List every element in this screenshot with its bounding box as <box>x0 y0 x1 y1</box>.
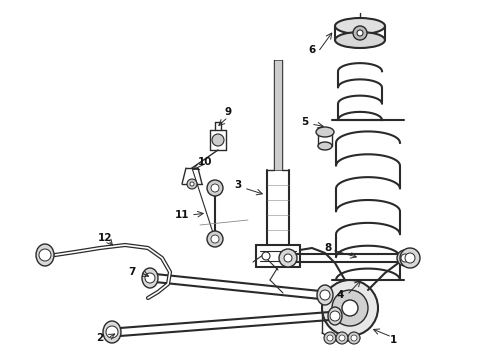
Ellipse shape <box>316 127 334 137</box>
Circle shape <box>397 250 413 266</box>
Circle shape <box>348 332 360 344</box>
Circle shape <box>106 326 118 338</box>
Circle shape <box>332 290 368 326</box>
Text: 4: 4 <box>336 290 343 300</box>
Circle shape <box>284 254 292 262</box>
Circle shape <box>145 273 155 283</box>
Ellipse shape <box>317 285 333 305</box>
Text: 8: 8 <box>324 243 332 253</box>
Circle shape <box>400 248 420 268</box>
Text: 2: 2 <box>97 333 103 343</box>
Text: 6: 6 <box>308 45 316 55</box>
Ellipse shape <box>335 18 385 34</box>
Circle shape <box>286 252 294 260</box>
Circle shape <box>212 134 224 146</box>
Circle shape <box>353 26 367 40</box>
Polygon shape <box>274 60 282 170</box>
Circle shape <box>190 182 194 186</box>
Ellipse shape <box>103 321 121 343</box>
Circle shape <box>357 30 363 36</box>
Text: 9: 9 <box>224 107 232 117</box>
Ellipse shape <box>142 268 158 288</box>
Circle shape <box>401 254 409 262</box>
Ellipse shape <box>335 32 385 48</box>
Circle shape <box>322 280 378 336</box>
Circle shape <box>351 335 357 341</box>
Circle shape <box>211 235 219 243</box>
Circle shape <box>327 335 333 341</box>
Circle shape <box>320 290 330 300</box>
Text: 7: 7 <box>128 267 136 277</box>
Text: 3: 3 <box>234 180 242 190</box>
Circle shape <box>279 249 297 267</box>
Circle shape <box>330 311 340 321</box>
Circle shape <box>405 253 415 263</box>
Circle shape <box>211 184 219 192</box>
Text: 10: 10 <box>198 157 212 167</box>
Circle shape <box>187 179 197 189</box>
Text: 1: 1 <box>390 335 396 345</box>
Circle shape <box>324 332 336 344</box>
Ellipse shape <box>328 307 342 325</box>
Circle shape <box>336 332 348 344</box>
Circle shape <box>207 180 223 196</box>
Circle shape <box>342 300 358 316</box>
Circle shape <box>262 252 270 260</box>
Text: 12: 12 <box>98 233 112 243</box>
Text: 11: 11 <box>175 210 189 220</box>
Ellipse shape <box>318 142 332 150</box>
Circle shape <box>339 335 345 341</box>
Text: 5: 5 <box>301 117 309 127</box>
Circle shape <box>207 231 223 247</box>
Circle shape <box>39 249 51 261</box>
Ellipse shape <box>36 244 54 266</box>
